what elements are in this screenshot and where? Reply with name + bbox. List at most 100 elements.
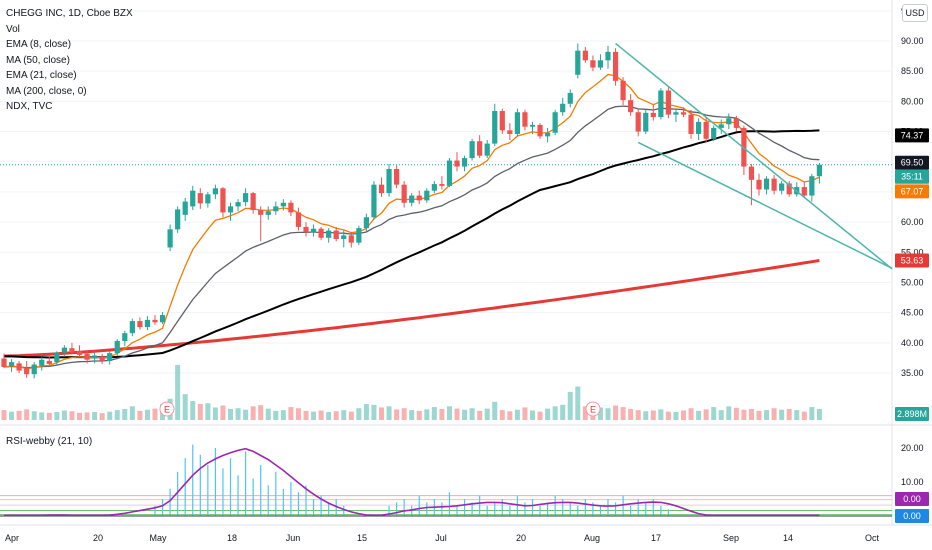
candle-body (197, 193, 203, 204)
volume-bar (658, 409, 664, 420)
volume-bar (99, 413, 105, 420)
legend-ema8[interactable]: EMA (8, close) (6, 39, 72, 50)
ema21-line (3, 105, 820, 369)
legend-ma200[interactable]: MA (200, close, 0) (6, 85, 87, 97)
legend-symbol[interactable]: CHEGG INC, 1D, Cboe BZX (6, 8, 133, 19)
candle-body (590, 60, 596, 68)
ma50-tag: 74.37 (901, 130, 924, 140)
ma50-line (3, 129, 820, 359)
candle-body (356, 228, 362, 243)
volume-bar (567, 391, 573, 420)
volume-bar (235, 408, 241, 420)
candle-body (39, 359, 45, 366)
volume-bar (816, 408, 822, 420)
volume-bar (394, 409, 400, 420)
candle-body (69, 348, 75, 352)
trendlines[interactable] (615, 42, 893, 270)
volume-bar (530, 410, 535, 420)
x-tick-label: 17 (651, 533, 661, 543)
candle-body (620, 80, 626, 101)
rsi-pane (0, 444, 892, 517)
candle-body (628, 100, 634, 113)
candle-body (220, 188, 226, 213)
volume-bar (54, 412, 60, 420)
candle-body (748, 166, 755, 180)
volume-bar (46, 412, 52, 420)
volume-bar (439, 408, 445, 420)
candle-body (680, 112, 687, 115)
rsi-tick-label: 10.00 (901, 477, 924, 487)
candle-body (318, 228, 324, 238)
volume-bar (152, 408, 158, 420)
candle-body (205, 194, 211, 204)
volume-bar (771, 408, 777, 420)
volume-bar (379, 407, 384, 420)
time-axis[interactable]: Apr 20 May 18 Jun 15 Jul 20 Aug 17 Sep 14 Oct (5, 533, 880, 543)
candle-body (605, 51, 611, 61)
volume-bar (809, 407, 815, 420)
volume-bar (114, 410, 120, 420)
candle-body (84, 353, 90, 360)
volume-bar (748, 408, 754, 420)
currency-button[interactable]: USD (902, 4, 928, 22)
volume-bar (182, 394, 188, 420)
volume-bar (462, 409, 468, 420)
y-tick-label: 90.00 (901, 36, 924, 46)
volume-bar (696, 410, 702, 420)
volume-bar (726, 406, 732, 420)
candle-body (46, 360, 52, 364)
volume-bar (273, 410, 279, 420)
legend-ma50[interactable]: MA (50, close) (6, 54, 70, 66)
volume-bar (779, 409, 785, 420)
candle-body (326, 230, 332, 238)
legend-ndx[interactable]: NDX, TVC (6, 101, 53, 112)
candle-body (409, 195, 415, 203)
y-tick-label: 60.00 (901, 217, 924, 227)
legend-vol[interactable]: Vol (6, 23, 20, 35)
candle-body (809, 176, 815, 196)
earnings-marker: E (164, 405, 170, 415)
candle-body (507, 130, 513, 134)
volume-bar (665, 411, 671, 420)
candle-body (333, 230, 339, 239)
candle-body (243, 193, 249, 203)
candle-body (175, 209, 181, 230)
close-tag: 69.50 (901, 158, 924, 168)
candle-body (514, 112, 520, 134)
volume-bar (92, 412, 98, 420)
rsi-legend[interactable]: RSI-webby (21, 10) (6, 436, 93, 447)
volume-bar (801, 411, 807, 420)
volume-bar (786, 408, 792, 420)
candle-body (386, 168, 392, 194)
volume-bar (333, 411, 339, 420)
chart-legend: CHEGG INC, 1D, Cboe BZX Vol EMA (8, clos… (6, 6, 133, 115)
ma200-tag-bg (895, 253, 929, 268)
candle-body (1, 358, 7, 367)
volume-bar (77, 412, 82, 420)
volume-bar (190, 401, 196, 420)
candle-body (107, 353, 113, 361)
candle-body (658, 90, 664, 118)
candle-body (499, 111, 505, 131)
countdown-tag-bg (895, 169, 929, 184)
rsi-tick-label: 20.00 (901, 443, 924, 453)
volume-bar (243, 409, 249, 420)
legend-ema21[interactable]: EMA (21, close) (6, 70, 77, 81)
y-tick-label: 35.00 (901, 368, 924, 378)
earnings-marker: E (590, 405, 596, 415)
candle-body (718, 124, 724, 128)
candle-body (250, 193, 256, 211)
earnings-marker-circle (159, 401, 175, 417)
candle-body (643, 112, 649, 132)
volume-bar (341, 410, 347, 420)
volume-bar (756, 410, 762, 420)
candle-body (273, 206, 279, 212)
candle-body (265, 211, 271, 215)
candle-body (763, 178, 770, 190)
volume-bar (620, 407, 626, 420)
volume-bar (288, 407, 294, 420)
volume-bar (733, 407, 739, 420)
